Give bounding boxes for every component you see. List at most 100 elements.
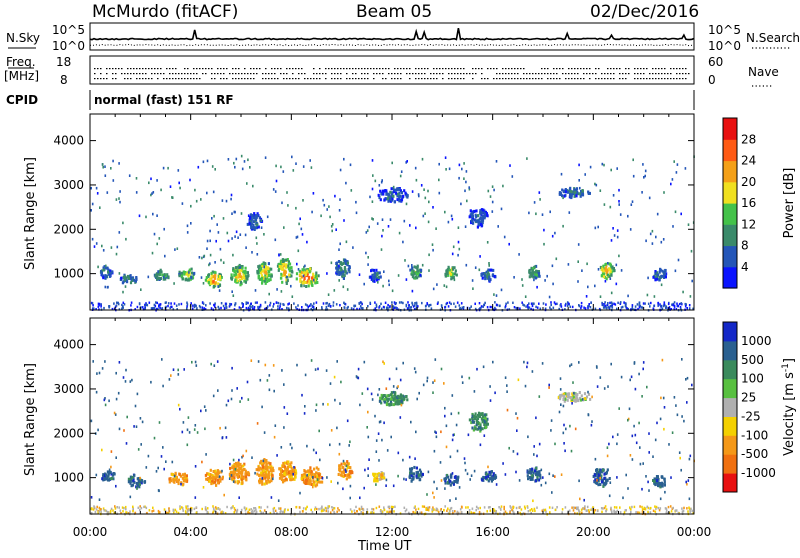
heatmap-cell [682,291,684,294]
heatmap-cell [193,272,195,275]
heatmap-cell [178,303,180,305]
heatmap-cell [351,307,353,309]
heatmap-cell [533,279,535,282]
freq-mark [112,78,114,79]
heatmap-cell [110,167,112,170]
freq-mark [580,78,582,79]
heatmap-cell [561,511,563,513]
freq-mark [373,73,375,74]
heatmap-cell [273,188,275,191]
heatmap-cell [210,469,212,472]
freq-mark [361,68,363,69]
heatmap-cell [412,303,414,305]
heatmap-cell [346,465,348,468]
freq-mark [304,78,306,79]
heatmap-cell [99,206,101,209]
heatmap-cell [486,510,488,512]
freq-mark [331,78,333,79]
heatmap-cell [137,306,139,308]
heatmap-cell [242,455,244,458]
freq-mark [457,68,459,69]
heatmap-cell [569,211,571,214]
freq-mark [661,78,663,79]
heatmap-cell [263,460,265,463]
heatmap-cell [305,470,307,473]
heatmap-cell [178,404,180,407]
freq-mark [166,68,168,69]
heatmap-cell [281,475,283,478]
freq-mark [331,68,333,69]
heatmap-cell [107,470,109,473]
heatmap-cell [610,274,612,277]
heatmap-cell [451,481,453,484]
heatmap-cell [404,192,406,195]
heatmap-cell [159,270,161,273]
heatmap-cell [432,381,434,384]
heatmap-cell [199,256,201,259]
heatmap-cell [302,199,304,202]
heatmap-cell [214,364,216,367]
freq-mark [265,78,267,79]
heatmap-cell [461,506,463,508]
heatmap-cell [479,507,481,509]
heatmap-cell [423,215,425,218]
heatmap-cell [635,388,637,391]
heatmap-cell [297,236,299,239]
freq-mark [340,78,342,79]
freq-mark [670,68,672,69]
heatmap-cell [663,305,665,307]
heatmap-cell [293,169,295,172]
heatmap-cell [450,303,452,305]
heatmap-cell [168,478,170,481]
freq-mark [466,73,468,74]
heatmap-cell [678,259,680,262]
heatmap-cell [586,295,588,298]
freq-mark [184,78,186,79]
heatmap-cell [194,306,196,308]
heatmap-cell [299,506,301,508]
heatmap-cell [605,280,607,283]
heatmap-cell [427,377,429,380]
heatmap-cell [284,406,286,409]
heatmap-cell [132,506,134,508]
heatmap-cell [426,380,428,383]
heatmap-cell [265,282,267,285]
heatmap-cell [203,486,205,489]
freq-mark [565,73,567,74]
heatmap-cell [163,228,165,231]
heatmap-cell [116,506,118,508]
freq-mark [316,73,318,74]
heatmap-cell [611,239,613,242]
heatmap-cell [637,303,639,305]
heatmap-cell [367,229,369,232]
freq-mark [136,78,138,79]
heatmap-cell [126,416,128,419]
heatmap-cell [296,263,298,266]
freq-mark [658,68,660,69]
freq-mark [163,78,165,79]
heatmap-cell [496,304,498,306]
heatmap-cell [400,416,402,419]
freq-mark [553,73,555,74]
heatmap-cell [646,386,648,389]
heatmap-cell [373,508,375,510]
heatmap-cell [410,306,412,308]
heatmap-cell [137,393,139,396]
heatmap-cell [158,489,160,492]
heatmap-cell [376,473,378,476]
heatmap-cell [116,304,118,306]
heatmap-cell [230,277,232,280]
heatmap-cell [599,477,601,480]
heatmap-cell [537,473,539,476]
heatmap-cell [455,306,457,308]
freq-mark [523,68,525,69]
heatmap-cell [555,303,557,305]
heatmap-cell [527,306,529,308]
freq-mark [442,68,444,69]
freq-mark [277,78,279,79]
heatmap-cell [474,219,476,222]
heatmap-cell [657,302,659,304]
freq-mark [541,78,543,79]
heatmap-cell [535,306,537,308]
